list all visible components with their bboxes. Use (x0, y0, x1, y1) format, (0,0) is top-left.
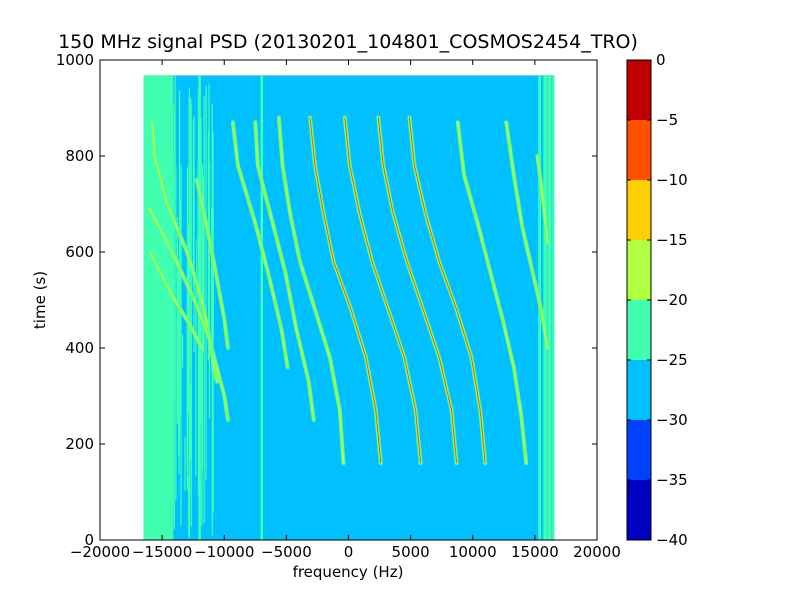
psd-speckle (553, 75, 555, 541)
psd-speckle (171, 309, 174, 339)
psd-speckle (170, 101, 172, 540)
x-tick-label: 10000 (449, 543, 497, 561)
psd-speckle (184, 436, 186, 492)
psd-trace (536, 155, 549, 244)
psd-speckle (187, 224, 190, 413)
psd-speckle (546, 75, 548, 541)
psd-trace (148, 251, 203, 349)
psd-speckle (174, 75, 176, 169)
psd-speckle (200, 118, 202, 423)
y-tick-label: 400 (65, 339, 94, 357)
psd-speckle (548, 75, 550, 541)
x-tick-label: 5000 (392, 543, 430, 561)
psd-speckle (205, 85, 207, 481)
psd-trace (195, 179, 229, 349)
psd-speckle (180, 164, 182, 526)
colorbar-tick-label: −10 (656, 171, 688, 189)
colorbar-level (627, 120, 651, 180)
psd-speckle (173, 105, 175, 525)
psd-speckle (175, 166, 177, 501)
x-tick-label: 15000 (511, 543, 559, 561)
psd-speckle (190, 103, 192, 527)
plot-area: −20000 −15000 −10000 −5000 0 5000 10000 15000 20… (56, 51, 621, 561)
x-axis-ticks: −20000 −15000 −10000 −5000 0 5000 10000 15000 20… (70, 60, 621, 561)
psd-trace (505, 121, 549, 349)
colorbar-levels (627, 60, 651, 540)
colorbar-tick-label: −20 (656, 291, 688, 309)
y-tick-label: 0 (84, 531, 94, 549)
x-tick-label: −20000 (70, 543, 130, 561)
colorbar-tick-label: −40 (656, 531, 688, 549)
psd-speckle (208, 163, 211, 419)
chart-title: 150 MHz signal PSD (20130201_104801_COSM… (58, 31, 638, 53)
colorbar-tick-label: −35 (656, 471, 688, 489)
colorbar-level (627, 240, 651, 300)
y-tick-label: 200 (65, 435, 94, 453)
psd-speckle (196, 239, 198, 298)
colorbar-tick-label: −25 (656, 351, 688, 369)
psd-speckle (208, 83, 210, 221)
y-tick-label: 600 (65, 243, 94, 261)
psd-trace (456, 121, 528, 465)
colorbar-level (627, 360, 651, 420)
psd-speckle (172, 152, 174, 203)
psd-speckle (207, 130, 210, 361)
psd-speckle (178, 322, 180, 475)
psd-carrier-line (198, 75, 201, 541)
y-tick-label: 1000 (56, 51, 94, 69)
psd-speckle (211, 103, 213, 536)
psd-speckle (188, 476, 190, 537)
colorbar-tick-label: −15 (656, 231, 688, 249)
psd-trace (148, 207, 218, 383)
psd-speckle (202, 176, 205, 353)
psd-speckle (551, 75, 553, 541)
psd-trace-core (408, 117, 486, 464)
psd-speckle (549, 75, 552, 541)
psd-trace-core (377, 117, 458, 464)
psd-speckle (169, 182, 171, 347)
colorbar-level (627, 300, 651, 360)
psd-noise-band (143, 75, 174, 541)
colorbar-level (627, 60, 651, 120)
x-tick-label: −5000 (261, 543, 312, 561)
psd-speckle (192, 121, 195, 288)
psd-trace-core (309, 117, 382, 464)
psd-speckle (168, 124, 170, 481)
psd-speckle (195, 277, 197, 476)
x-tick-label: −15000 (132, 543, 192, 561)
psd-speckle (543, 75, 545, 541)
colorbar: 0 −5 −10 −15 −20 −25 −30 −35 −40 (626, 51, 688, 549)
psd-trace (231, 121, 289, 369)
x-tick-label: −10000 (194, 543, 254, 561)
psd-speckle (177, 260, 180, 456)
y-axis-ticks: 0 200 400 600 800 1000 (56, 51, 597, 549)
psd-speckle (201, 349, 203, 520)
colorbar-ticks: 0 −5 −10 −15 −20 −25 −30 −35 −40 (627, 51, 688, 549)
psd-speckle (176, 217, 178, 424)
psd-speckle (544, 75, 547, 541)
psd-carrier-line (260, 75, 264, 541)
x-axis-label: frequency (Hz) (293, 563, 404, 581)
psd-data-layer (143, 75, 555, 541)
psd-speckle (181, 334, 184, 368)
x-tick-label: 20000 (573, 543, 621, 561)
psd-speckle (186, 232, 189, 474)
psd-trace (151, 121, 229, 421)
psd-trace (254, 121, 315, 421)
psd-trace (277, 116, 345, 465)
psd-trace-core (344, 117, 422, 464)
x-tick-label: 0 (344, 543, 354, 561)
colorbar-level (627, 480, 651, 540)
colorbar-tick-label: 0 (656, 51, 666, 69)
psd-speckle (549, 75, 551, 541)
y-axis-label: time (s) (31, 271, 49, 329)
y-tick-label: 800 (65, 147, 94, 165)
psd-speckle (188, 88, 191, 539)
colorbar-level (627, 180, 651, 240)
colorbar-level (627, 420, 651, 480)
colorbar-tick-label: −30 (656, 411, 688, 429)
colorbar-tick-label: −5 (656, 111, 678, 129)
